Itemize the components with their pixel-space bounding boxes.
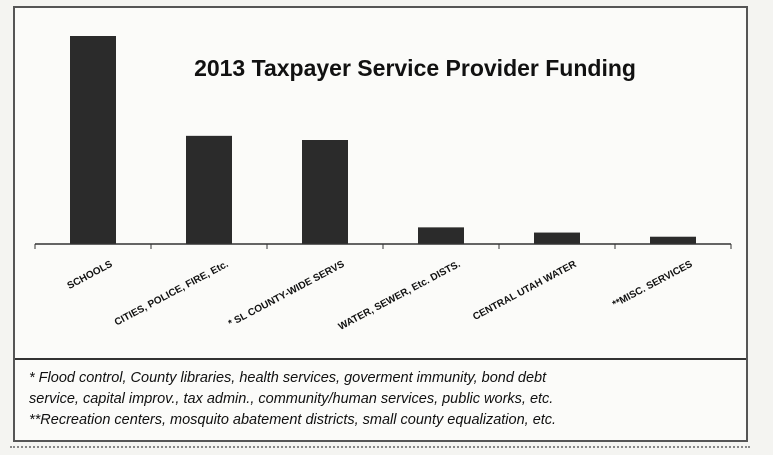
dotted-divider xyxy=(10,446,750,448)
chart-frame: 2013 Taxpayer Service Provider Funding S… xyxy=(13,6,748,442)
footnote-line: service, capital improv., tax admin., co… xyxy=(29,391,554,407)
chart-title: 2013 Taxpayer Service Provider Funding xyxy=(194,55,636,81)
footnote-line: **Recreation centers, mosquito abatement… xyxy=(29,412,557,428)
bar xyxy=(650,236,696,244)
bar xyxy=(186,135,232,244)
bar-chart: 2013 Taxpayer Service Provider Funding S… xyxy=(34,36,732,333)
footnotes: * Flood control, County libraries, healt… xyxy=(29,368,741,431)
footnote-line: * Flood control, County libraries, healt… xyxy=(29,370,547,386)
category-label: CITIES, POLICE, FIRE, Etc. xyxy=(113,259,231,329)
category-label: WATER, SEWER, Etc. DISTS. xyxy=(337,259,463,333)
bar xyxy=(418,227,464,244)
category-label: SCHOOLS xyxy=(66,259,115,292)
bar xyxy=(534,232,580,244)
bar xyxy=(70,36,116,244)
category-label: * SL COUNTY-WIDE SERVS xyxy=(227,259,347,330)
plot-area: 2013 Taxpayer Service Provider Funding S… xyxy=(15,8,746,360)
bar xyxy=(302,140,348,244)
category-label: CENTRAL UTAH WATER xyxy=(471,259,579,323)
category-label: **MISC. SERVICES xyxy=(611,259,695,311)
